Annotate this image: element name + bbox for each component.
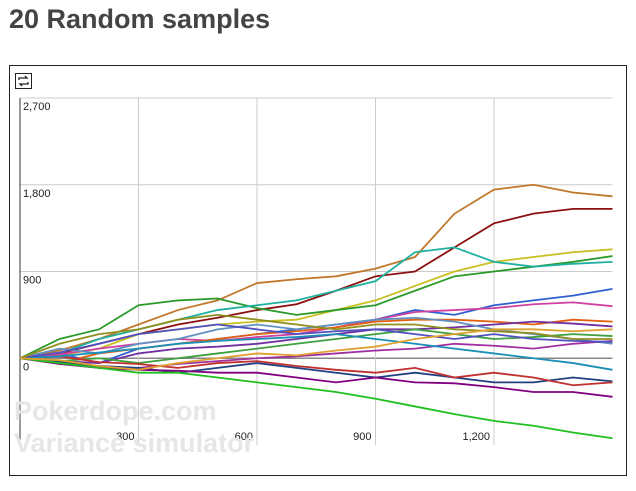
y-tick-label: 0 bbox=[23, 361, 29, 373]
x-tick-label: 1,200 bbox=[462, 431, 490, 443]
refresh-icon[interactable] bbox=[15, 73, 32, 89]
watermark: Pokerdope.com bbox=[14, 396, 217, 426]
x-tick-label: 300 bbox=[116, 431, 134, 443]
y-tick-label: 900 bbox=[23, 275, 41, 287]
series-line bbox=[19, 255, 613, 360]
series-line bbox=[19, 357, 613, 398]
series-line bbox=[19, 323, 613, 360]
series-line bbox=[19, 320, 613, 364]
series-line bbox=[19, 357, 613, 384]
y-tick-label: 1,800 bbox=[23, 188, 51, 200]
chart-frame bbox=[9, 65, 627, 476]
watermark: Variance simulator bbox=[14, 428, 255, 458]
series-line bbox=[19, 246, 613, 360]
series-line bbox=[19, 333, 613, 371]
series-line bbox=[19, 313, 613, 360]
series-line bbox=[19, 357, 613, 440]
x-tick-label: 600 bbox=[235, 431, 253, 443]
series-line bbox=[19, 355, 613, 387]
y-tick-label: 2,700 bbox=[23, 101, 51, 113]
series-line bbox=[19, 248, 613, 360]
series-line bbox=[19, 328, 613, 371]
x-tick-label: 900 bbox=[353, 431, 371, 443]
series-line bbox=[19, 328, 613, 364]
series-line bbox=[19, 301, 613, 360]
page-title: 20 Random samples bbox=[9, 4, 271, 34]
